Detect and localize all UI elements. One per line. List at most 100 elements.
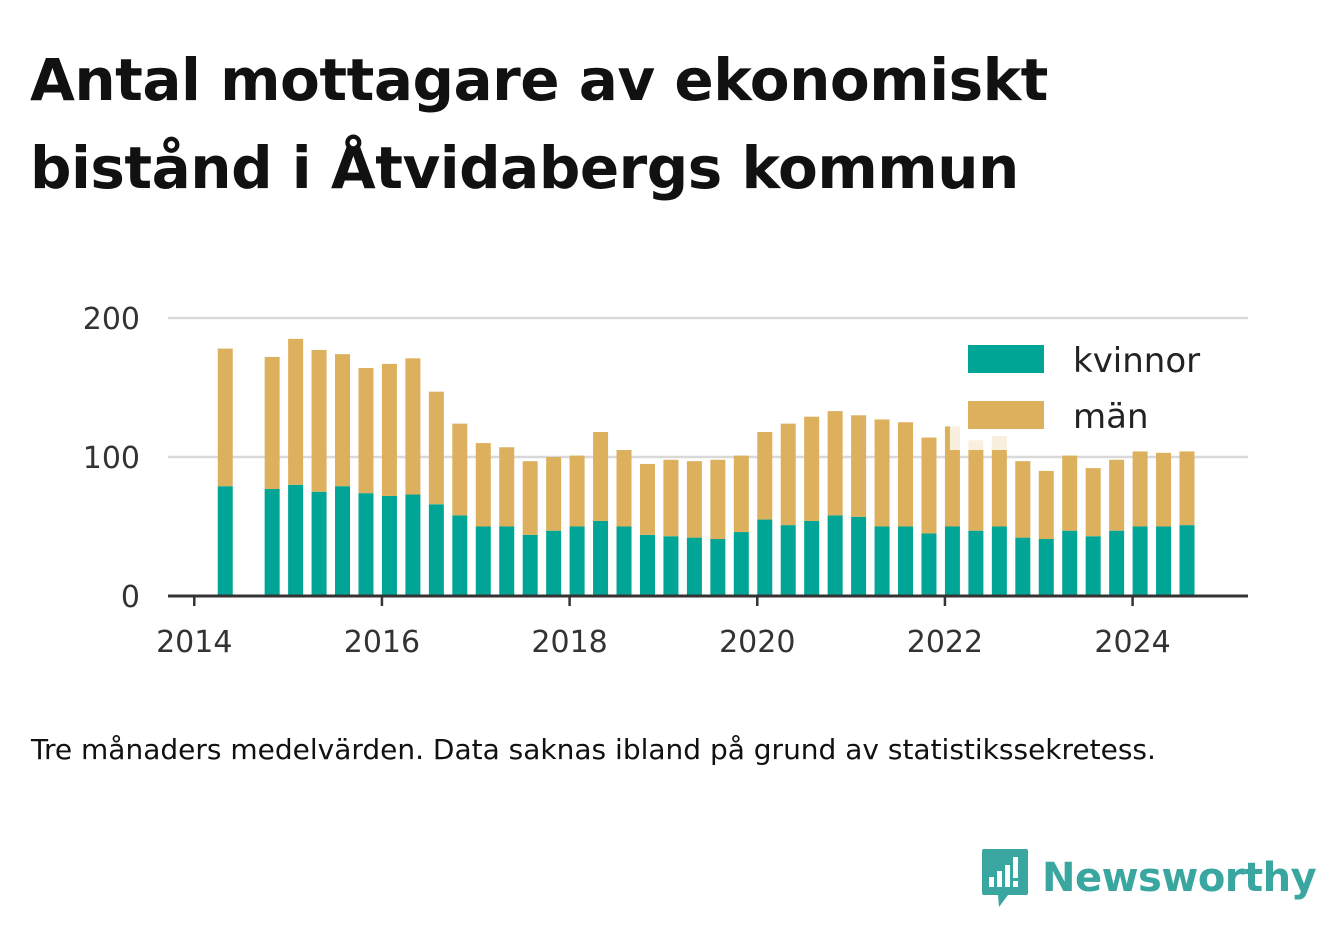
bar-man xyxy=(1179,451,1195,526)
axes: 0 100 200 2014 2016 2018 2020 2022 2024 xyxy=(83,302,1248,660)
legend-swatch xyxy=(968,345,1044,373)
bar-man xyxy=(898,422,914,527)
bar-man xyxy=(499,447,515,527)
bar-man xyxy=(1062,455,1078,531)
brand-name: Newsworthy xyxy=(1042,855,1317,901)
bar-kvinnor xyxy=(311,491,327,596)
bar-man xyxy=(593,431,609,521)
bar-kvinnor xyxy=(686,537,702,596)
bar-man xyxy=(1038,470,1054,540)
bar-man xyxy=(358,368,374,494)
bar-man xyxy=(686,461,702,538)
bar-man xyxy=(428,391,444,505)
bar-kvinnor xyxy=(428,504,444,596)
bars xyxy=(217,338,1195,596)
bar-kvinnor xyxy=(546,530,562,596)
x-tick-label: 2016 xyxy=(344,625,420,660)
bar-kvinnor xyxy=(639,534,655,596)
bar-man xyxy=(616,450,632,527)
bar-man xyxy=(921,437,937,534)
bar-man xyxy=(1085,468,1101,537)
bar-kvinnor xyxy=(358,493,374,596)
bar-kvinnor xyxy=(335,486,351,596)
bar-kvinnor xyxy=(593,520,609,596)
chart-title: Antal mottagare av ekonomiskt bistånd i … xyxy=(30,46,1048,202)
bar-man xyxy=(991,436,1007,527)
bar-man xyxy=(264,356,280,489)
newsworthy-logo-icon xyxy=(982,849,1028,907)
legend: kvinnor män xyxy=(950,330,1230,450)
bar-man xyxy=(851,415,867,517)
bar-man xyxy=(452,423,468,516)
bar-kvinnor xyxy=(921,533,937,596)
bar-kvinnor xyxy=(991,526,1007,596)
y-tick-label: 100 xyxy=(83,441,140,476)
bar-man xyxy=(780,423,796,526)
bar-man xyxy=(710,459,726,540)
legend-label: män xyxy=(1073,397,1149,437)
bar-kvinnor xyxy=(499,526,515,596)
bar-kvinnor xyxy=(944,526,960,596)
bar-kvinnor xyxy=(405,494,421,596)
bar-man xyxy=(639,463,655,535)
bar-man xyxy=(804,416,820,521)
bar-man xyxy=(663,459,679,537)
bar-man xyxy=(757,431,773,520)
bar-man xyxy=(827,411,843,516)
bar-kvinnor xyxy=(569,526,585,596)
bar-man xyxy=(1132,451,1148,527)
bar-kvinnor xyxy=(968,530,984,596)
bar-man xyxy=(522,461,538,535)
brand-logo[interactable]: Newsworthy xyxy=(980,848,1317,908)
legend-label: kvinnor xyxy=(1073,341,1200,381)
footnote: Tre månaders medelvärden. Data saknas ib… xyxy=(31,733,1156,766)
bar-kvinnor xyxy=(217,486,233,596)
bar-man xyxy=(405,358,421,495)
x-tick-label: 2014 xyxy=(156,625,232,660)
bar-man xyxy=(1156,452,1172,527)
bar-kvinnor xyxy=(733,532,749,596)
bar-kvinnor xyxy=(616,526,632,596)
bar-kvinnor xyxy=(710,539,726,596)
x-tick-label: 2022 xyxy=(907,625,983,660)
bar-kvinnor xyxy=(1132,526,1148,596)
bar-kvinnor xyxy=(452,515,468,596)
x-tick-label: 2020 xyxy=(719,625,795,660)
bar-man xyxy=(1109,459,1125,531)
bar-kvinnor xyxy=(874,526,890,596)
bar-kvinnor xyxy=(288,484,304,596)
bar-kvinnor xyxy=(851,516,867,596)
bar-man xyxy=(546,457,562,531)
bar-kvinnor xyxy=(1015,537,1031,596)
bar-kvinnor xyxy=(898,526,914,596)
bar-man xyxy=(569,455,585,527)
bar-kvinnor xyxy=(264,488,280,596)
bar-kvinnor xyxy=(804,520,820,596)
bar-kvinnor xyxy=(757,519,773,596)
bar-man xyxy=(733,455,749,533)
bar-kvinnor xyxy=(780,525,796,596)
bar-man xyxy=(944,426,960,527)
bar-man xyxy=(311,349,327,492)
bar-man xyxy=(217,348,233,487)
bar-man xyxy=(288,338,304,485)
bar-kvinnor xyxy=(381,495,397,596)
y-tick-label: 200 xyxy=(83,302,140,337)
bar-kvinnor xyxy=(522,534,538,596)
bar-man xyxy=(874,419,890,527)
bar-kvinnor xyxy=(1179,525,1195,596)
bar-kvinnor xyxy=(1085,536,1101,596)
bar-kvinnor xyxy=(1038,539,1054,596)
y-tick-label: 0 xyxy=(121,580,140,615)
x-tick-label: 2018 xyxy=(531,625,607,660)
bar-kvinnor xyxy=(1109,530,1125,596)
bar-man xyxy=(475,443,491,527)
bar-man xyxy=(335,354,351,487)
bar-kvinnor xyxy=(663,536,679,596)
bar-man xyxy=(968,440,984,531)
bar-kvinnor xyxy=(1062,530,1078,596)
bar-man xyxy=(381,363,397,496)
x-tick-label: 2024 xyxy=(1094,625,1170,660)
bar-kvinnor xyxy=(1156,526,1172,596)
